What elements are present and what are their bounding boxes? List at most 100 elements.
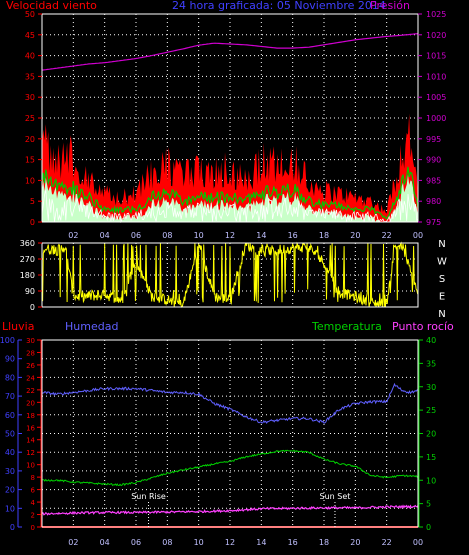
humidity-axis-tick-label: 80	[5, 373, 15, 382]
pressure-axis-tick-label: 1015	[426, 52, 446, 61]
time-axis-tick-label: 12	[225, 538, 235, 547]
time-axis-tick-label: 02	[68, 538, 78, 547]
wind-axis-tick-label: 10	[25, 176, 35, 185]
time-axis-tick-label: 02	[68, 231, 78, 240]
pressure-axis-tick-label: 1010	[426, 72, 446, 81]
time-axis-tick-label: 18	[319, 538, 329, 547]
compass-letter-label: N	[438, 239, 445, 250]
rain-axis-tick-label: 10	[26, 462, 35, 470]
pressure-axis-tick-label: 980	[426, 197, 441, 206]
wind-direction-line	[41, 241, 419, 308]
pressure-title: Presión	[370, 0, 410, 12]
rain-axis-tick-label: 28	[26, 349, 35, 357]
sun-event-label: Sun Rise	[131, 492, 166, 501]
time-axis-tick-label: 06	[131, 538, 141, 547]
temperature-axis-tick-label: 20	[426, 430, 436, 439]
temperature-axis-tick-label: 0	[426, 523, 431, 532]
humidity-axis-tick-label: 100	[0, 336, 15, 345]
time-axis-tick-label: 14	[256, 538, 266, 547]
temperature-axis-tick-label: 30	[426, 383, 436, 392]
direction-axis-tick-label: 360	[20, 239, 35, 248]
humidity-axis-tick-label: 10	[5, 504, 15, 513]
time-axis-tick-label: 22	[382, 231, 392, 240]
time-axis-tick-label: 22	[382, 538, 392, 547]
rain-axis-tick-label: 14	[26, 437, 35, 445]
pressure-axis-tick-label: 1005	[426, 93, 446, 102]
wind-axis-tick-label: 40	[25, 52, 35, 61]
pressure-axis-tick-label: 985	[426, 176, 441, 185]
wind-speed-line	[41, 189, 419, 224]
temperature-axis-tick-label: 25	[426, 406, 436, 415]
time-axis-tick-label: 04	[100, 231, 110, 240]
humidity-axis-tick-label: 0	[10, 523, 15, 532]
wind-axis-tick-label: 25	[25, 114, 35, 123]
time-axis-tick-label: 06	[131, 231, 141, 240]
rain-axis-tick-label: 16	[26, 424, 35, 432]
label-layer: Velocidad viento 24 hora graficada: 05 N…	[0, 0, 454, 547]
rain-axis-tick-label: 12	[26, 449, 35, 457]
rain-axis-tick-label: 6	[31, 487, 36, 495]
dewpoint-line	[41, 504, 419, 516]
time-axis-tick-label: 08	[162, 231, 172, 240]
humidity-axis-tick-label: 20	[5, 486, 15, 495]
rain-axis-tick-label: 22	[26, 387, 35, 395]
pressure-axis-tick-label: 1000	[426, 114, 446, 123]
direction-axis-tick-label: 270	[20, 255, 35, 264]
time-axis-tick-label: 10	[194, 538, 204, 547]
direction-axis-tick-label: 90	[25, 287, 35, 296]
temperature-axis-tick-label: 15	[426, 453, 436, 462]
wind-axis-tick-label: 35	[25, 72, 35, 81]
pressure-axis-tick-label: 1025	[426, 10, 446, 19]
pressure-axis-tick-label: 975	[426, 218, 441, 227]
time-axis-tick-label: 20	[350, 538, 360, 547]
temperature-axis-tick-label: 35	[426, 359, 436, 368]
wind-average-line	[41, 166, 419, 220]
climate-panel-frame	[41, 339, 419, 528]
time-axis-tick-label: 00	[413, 538, 423, 547]
time-axis-tick-label: 20	[350, 231, 360, 240]
rain-axis-tick-label: 20	[26, 399, 35, 407]
humidity-title: Humedad	[65, 320, 118, 333]
time-axis-tick-label: 10	[194, 231, 204, 240]
time-axis-tick-label: 08	[162, 538, 172, 547]
rain-axis-tick-label: 2	[31, 512, 35, 520]
humidity-axis-tick-label: 70	[5, 392, 15, 401]
wind-axis-tick-label: 0	[30, 218, 35, 227]
frame-layer	[17, 13, 423, 528]
time-axis-tick-label: 16	[288, 231, 298, 240]
rain-title: Lluvia	[2, 320, 34, 333]
humidity-axis-tick-label: 90	[5, 355, 15, 364]
time-axis-tick-label: 00	[413, 231, 423, 240]
time-axis-tick-label: 12	[225, 231, 235, 240]
humidity-line	[41, 382, 419, 424]
wind-axis-tick-label: 20	[25, 135, 35, 144]
compass-letter-label: W	[437, 257, 447, 268]
wind-axis-tick-label: 5	[30, 197, 35, 206]
pressure-axis-tick-label: 990	[426, 156, 441, 165]
temperature-axis-tick-label: 10	[426, 476, 436, 485]
chart-date-title: 24 hora graficada: 05 Noviembre 2014	[172, 0, 386, 12]
rain-axis-tick-label: 24	[26, 374, 35, 382]
pressure-axis-tick-label: 1020	[426, 31, 446, 40]
wind-axis-tick-label: 15	[25, 156, 35, 165]
rain-axis-tick-label: 4	[31, 499, 36, 507]
compass-letter-label: E	[439, 292, 445, 303]
temperature-line	[42, 449, 419, 487]
humidity-axis-tick-label: 30	[5, 467, 15, 476]
pressure-line	[41, 33, 419, 71]
rain-axis-tick-label: 18	[26, 412, 35, 420]
direction-axis-tick-label: 0	[30, 303, 35, 312]
rain-axis-tick-label: 30	[26, 337, 35, 345]
temperature-axis-tick-label: 40	[426, 336, 436, 345]
direction-axis-tick-label: 180	[20, 271, 35, 280]
wind-speed-title: Velocidad viento	[6, 0, 97, 12]
compass-letter-label: N	[438, 309, 445, 320]
time-axis-tick-label: 14	[256, 231, 266, 240]
humidity-axis-tick-label: 60	[5, 411, 15, 420]
pressure-axis-tick-label: 995	[426, 135, 441, 144]
wind-average-fill	[42, 174, 418, 222]
time-axis-tick-label: 18	[319, 231, 329, 240]
humidity-axis-tick-label: 40	[5, 448, 15, 457]
